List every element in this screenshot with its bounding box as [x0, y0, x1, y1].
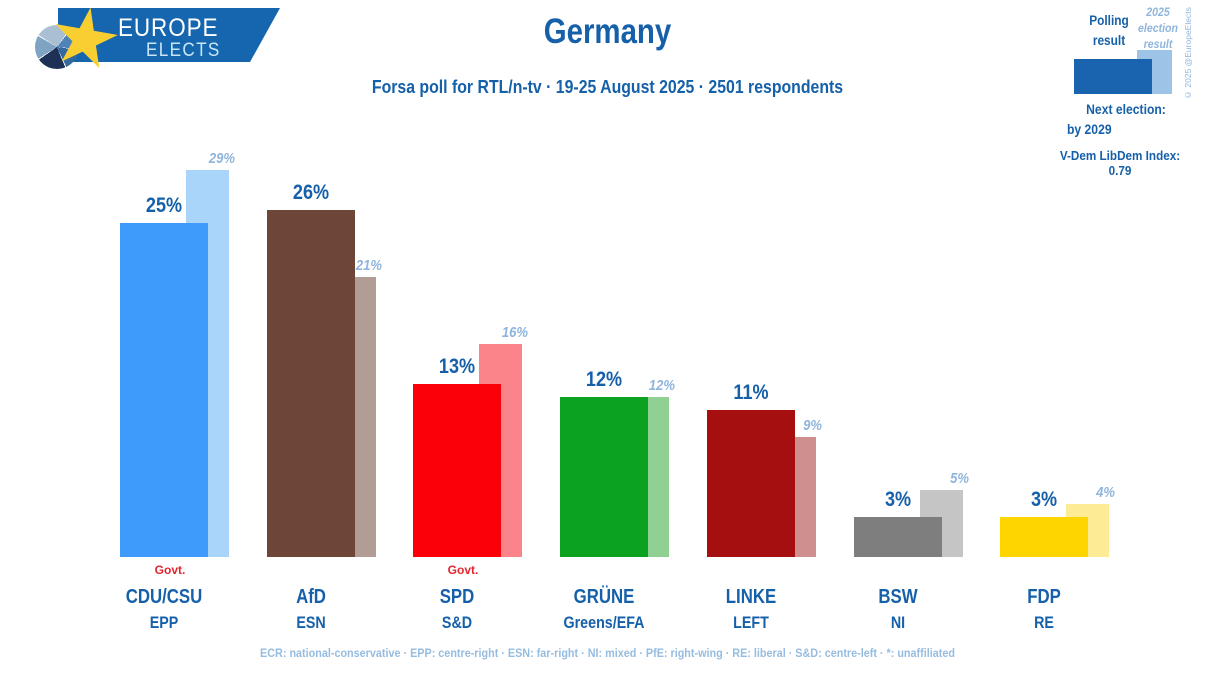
party-name-label: GRÜNE: [573, 586, 635, 608]
bar-group-BSW: 3% 5% BSW NI: [854, 0, 969, 700]
footer-legend: ECR: national-conservative · EPP: centre…: [260, 646, 955, 660]
bar-group-AfD: 26% 21% AfD ESN: [267, 0, 382, 700]
eu-group-label: EPP: [149, 613, 179, 632]
polling-result-bar: [560, 397, 648, 557]
eu-group-label: Greens/EFA: [563, 613, 645, 632]
bar-group-GRÜNE: 12% 12% GRÜNE Greens/EFA: [560, 0, 675, 700]
bar-group-SPD: 13% 16% Govt. SPD S&D: [413, 0, 528, 700]
legend-polling-label: Polling result: [1089, 13, 1129, 48]
election-value-label: 12%: [648, 377, 675, 394]
election-value-label: 9%: [803, 417, 822, 434]
next-election-value: by 2029: [1067, 122, 1112, 137]
polling-value-label: 13%: [438, 355, 476, 378]
election-value-label: 16%: [501, 324, 528, 341]
legend-election-label: 2025 election result: [1138, 7, 1178, 51]
legend-polling-swatch: [1074, 59, 1152, 94]
party-name-label: AfD: [296, 586, 326, 608]
polling-value-label: 3%: [884, 488, 912, 511]
polling-value-label: 12%: [585, 368, 623, 391]
party-name-label: FDP: [1027, 586, 1061, 608]
party-name-label: BSW: [878, 586, 918, 608]
next-election-label: Next election:: [1086, 102, 1166, 117]
party-name-label: CDU/CSU: [125, 586, 203, 608]
party-name-label: LINKE: [725, 586, 777, 608]
election-value-label: 5%: [950, 470, 969, 487]
election-value-label: 21%: [355, 257, 382, 274]
polling-result-bar: [854, 517, 942, 557]
election-value-label: 4%: [1096, 484, 1115, 501]
polling-result-bar: [267, 210, 355, 557]
poll-subtitle: Forsa poll for RTL/n-tv · 19-25 August 2…: [371, 77, 844, 97]
polling-result-bar: [413, 384, 501, 557]
eu-group-label: LEFT: [733, 613, 769, 632]
logo-text-europe: EUROPE: [118, 14, 219, 42]
vdem-index: V-Dem LibDem Index: 0.79: [1059, 148, 1181, 178]
election-value-label: 29%: [208, 150, 235, 167]
bar-group-FDP: 3% 4% FDP RE: [1000, 0, 1115, 700]
eu-group-label: ESN: [296, 613, 326, 632]
logo-text-elects: ELECTS: [146, 40, 221, 61]
europe-elects-logo: EUROPE ELECTS: [0, 0, 300, 80]
polling-value-label: 26%: [292, 181, 330, 204]
govt-badge: Govt.: [154, 563, 186, 577]
eu-group-label: NI: [890, 613, 906, 632]
polling-value-label: 25%: [145, 194, 183, 217]
polling-result-bar: [120, 223, 208, 557]
govt-badge: Govt.: [447, 563, 479, 577]
eu-group-label: S&D: [441, 613, 473, 632]
eu-group-label: RE: [1034, 613, 1054, 632]
polling-result-bar: [707, 410, 795, 557]
party-name-label: SPD: [439, 586, 475, 608]
bar-group-LINKE: 11% 9% LINKE LEFT: [707, 0, 822, 700]
polling-result-bar: [1000, 517, 1088, 557]
polling-value-label: 11%: [733, 381, 769, 404]
page-title: Germany: [543, 12, 672, 51]
bar-group-CDU/CSU: 25% 29% Govt. CDU/CSU EPP: [120, 0, 235, 700]
polling-value-label: 3%: [1030, 488, 1058, 511]
